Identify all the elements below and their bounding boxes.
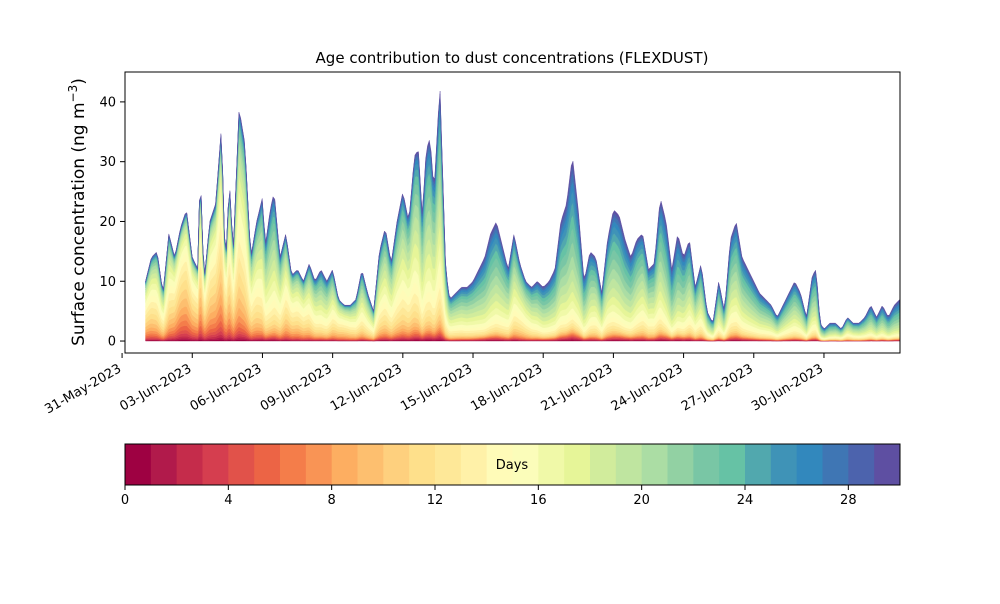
- colorbar-tick-label: 12: [427, 493, 444, 508]
- colorbar-bin-16: [538, 444, 565, 485]
- colorbar-bin-7: [305, 444, 333, 485]
- colorbar-bin-12: [435, 444, 462, 485]
- x-tick-label: 09-Jun-2023: [258, 361, 335, 414]
- x-tick-label: 03-Jun-2023: [117, 361, 194, 414]
- colorbar-tick-label: 16: [530, 493, 547, 508]
- colorbar-bin-3: [202, 444, 229, 485]
- colorbar-bin-5: [254, 444, 281, 485]
- plot-frame: [124, 71, 901, 354]
- x-tick-label: 31-May-2023: [42, 361, 124, 417]
- colorbar-bin-25: [770, 444, 798, 485]
- colorbar-bin-1: [150, 444, 178, 485]
- colorbar-bin-10: [383, 444, 410, 485]
- colorbar-tick-label: 20: [633, 493, 650, 508]
- colorbar-bin-4: [228, 444, 255, 485]
- colorbar-bin-9: [357, 444, 384, 485]
- colorbar-tick-label: 0: [121, 493, 129, 508]
- x-tick-label: 15-Jun-2023: [398, 361, 475, 414]
- colorbar-tick-label: 8: [328, 493, 336, 508]
- x-tick-label: 27-Jun-2023: [679, 361, 756, 414]
- colorbar-bin-23: [719, 444, 746, 485]
- x-tick-label: 18-Jun-2023: [468, 361, 545, 414]
- x-axis: 31-May-202303-Jun-202306-Jun-202309-Jun-…: [42, 353, 826, 417]
- colorbar-bin-20: [641, 444, 668, 485]
- colorbar-bin-26: [796, 444, 823, 485]
- y-tick-label: 30: [99, 155, 116, 170]
- colorbar-tick-label: 28: [840, 493, 857, 508]
- colorbar-bin-14: [486, 444, 513, 485]
- chart-title: Age contribution to dust concentrations …: [316, 49, 709, 67]
- colorbar-bin-28: [848, 444, 875, 485]
- y-axis-label: Surface concentration (ng m−3): [66, 78, 89, 346]
- colorbar-bin-22: [693, 444, 720, 485]
- y-axis: 0 10 20 30 40: [99, 95, 125, 350]
- x-tick-label: 24-Jun-2023: [609, 361, 686, 414]
- colorbar-bin-18: [590, 444, 617, 485]
- colorbar-bin-2: [176, 444, 203, 485]
- colorbar: 0 4 8 12 16 20 24 28: [121, 443, 901, 508]
- x-tick-label: 30-Jun-2023: [749, 361, 826, 414]
- colorbar-bin-15: [512, 444, 539, 485]
- x-tick-label: 21-Jun-2023: [539, 361, 616, 414]
- colorbar-bin-6: [280, 444, 307, 485]
- colorbar-frame: [124, 443, 901, 486]
- y-tick-label: 20: [99, 215, 116, 230]
- colorbar-tick-label: 4: [224, 493, 232, 508]
- y-tick-label: 0: [108, 335, 116, 350]
- colorbar-bin-27: [822, 444, 849, 485]
- colorbar-bin-17: [564, 444, 591, 485]
- colorbar-tick-label: 24: [737, 493, 754, 508]
- colorbar-bin-8: [331, 444, 358, 485]
- x-tick-label: 12-Jun-2023: [328, 361, 405, 414]
- y-tick-label: 40: [99, 95, 116, 110]
- y-axis-label-main: Surface concentration (ng m: [69, 102, 89, 345]
- stacked-areas: [145, 90, 901, 342]
- y-axis-label-close: ): [69, 78, 89, 85]
- colorbar-bin-13: [460, 444, 488, 485]
- colorbar-bin-24: [745, 444, 772, 485]
- colorbar-label: Days: [496, 458, 529, 473]
- y-axis-label-sup: −3: [66, 85, 80, 103]
- colorbar-bin-21: [667, 444, 694, 485]
- colorbar-bin-11: [409, 444, 436, 485]
- colorbar-bin-19: [615, 444, 643, 485]
- y-tick-label: 10: [99, 275, 116, 290]
- colorbar-bin-0: [125, 444, 152, 485]
- x-tick-label: 06-Jun-2023: [188, 361, 265, 414]
- colorbar-bin-29: [874, 444, 901, 485]
